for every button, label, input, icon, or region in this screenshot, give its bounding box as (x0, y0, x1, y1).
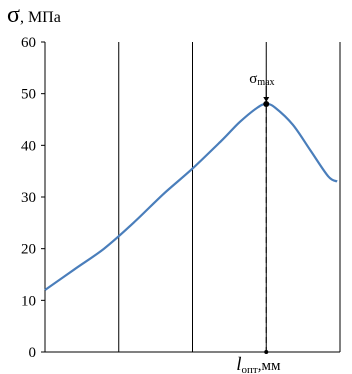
y-tick-label: 50 (21, 87, 36, 103)
x-axis-title: lопт,мм (236, 354, 281, 374)
y-tick-label: 20 (21, 242, 36, 258)
opt-length-marker (264, 350, 269, 354)
x-axis-title-symbol: l (236, 354, 241, 374)
vertical-gridlines (118, 42, 341, 352)
y-axis-title-symbol: σ (7, 2, 20, 28)
max-label-symbol: σ (249, 71, 257, 87)
y-tick-marks (41, 41, 45, 353)
y-tick-labels: 0 10 20 30 40 50 60 (21, 35, 36, 361)
max-arrow-head (263, 97, 270, 102)
x-axis-title-unit: ,мм (258, 358, 281, 374)
y-tick-label: 10 (21, 293, 36, 309)
y-axis-title-unit: , МПа (20, 9, 61, 26)
y-tick-label: 40 (21, 138, 36, 154)
y-axis-title: σ, МПа (7, 2, 61, 28)
y-tick-label: 30 (21, 190, 36, 206)
x-axis-title-subscript: опт (242, 364, 258, 374)
max-label-subscript: max (257, 77, 274, 88)
y-tick-label: 60 (21, 35, 36, 51)
y-tick-label: 0 (29, 345, 37, 361)
max-point-marker (263, 101, 270, 107)
series-line (44, 102, 338, 291)
max-label: σmax (249, 71, 274, 88)
